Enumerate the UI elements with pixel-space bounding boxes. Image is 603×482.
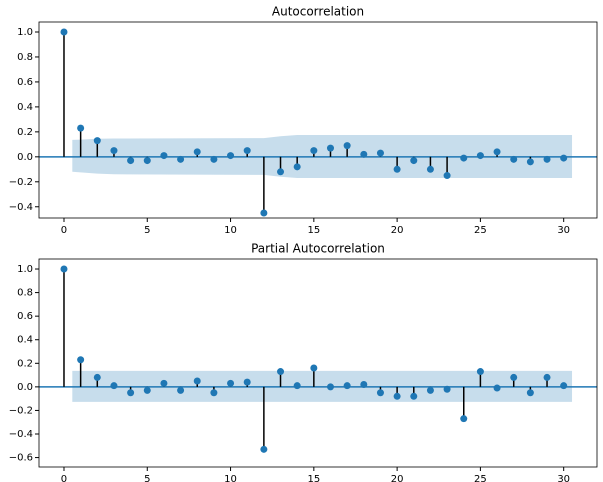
marker xyxy=(393,392,401,400)
y-tick-label: 1.0 xyxy=(17,264,33,275)
y-tick-label: 0.4 xyxy=(17,102,33,113)
y-tick-label: 0.0 xyxy=(17,382,33,393)
marker xyxy=(426,165,434,173)
marker xyxy=(210,155,218,163)
marker xyxy=(293,163,301,171)
marker xyxy=(460,154,468,162)
y-tick-label: 0.8 xyxy=(17,52,33,63)
marker xyxy=(360,150,368,158)
marker xyxy=(293,382,301,390)
marker xyxy=(227,379,235,387)
marker xyxy=(177,386,185,394)
marker xyxy=(60,28,68,36)
marker xyxy=(443,385,451,393)
x-tick-label: 15 xyxy=(307,474,320,482)
marker xyxy=(326,383,334,391)
marker xyxy=(160,379,168,387)
marker xyxy=(460,415,468,423)
marker xyxy=(326,144,334,152)
y-tick-label: 0.8 xyxy=(17,288,33,299)
marker xyxy=(260,445,268,453)
y-tick-label: 0.2 xyxy=(17,127,33,138)
chart-title: Partial Autocorrelation xyxy=(251,242,385,256)
marker xyxy=(426,386,434,394)
marker xyxy=(343,382,351,390)
marker xyxy=(143,386,151,394)
x-tick-label: 15 xyxy=(307,225,320,236)
y-tick-label: 0.6 xyxy=(17,77,33,88)
x-tick-label: 20 xyxy=(391,225,404,236)
marker xyxy=(193,148,201,156)
marker xyxy=(127,157,135,165)
marker xyxy=(393,165,401,173)
marker xyxy=(243,147,251,155)
y-tick-label: 0.2 xyxy=(17,358,33,369)
marker xyxy=(376,149,384,157)
marker xyxy=(410,157,418,165)
marker xyxy=(310,147,318,155)
marker xyxy=(193,377,201,385)
x-tick-label: 5 xyxy=(144,225,150,236)
marker xyxy=(376,389,384,397)
marker xyxy=(343,142,351,150)
marker xyxy=(493,384,501,392)
marker xyxy=(310,364,318,372)
marker xyxy=(243,378,251,386)
x-tick-label: 30 xyxy=(557,474,570,482)
marker xyxy=(410,392,418,400)
marker xyxy=(260,209,268,217)
marker xyxy=(476,368,484,376)
marker xyxy=(493,148,501,156)
marker xyxy=(277,168,285,176)
marker xyxy=(110,382,118,390)
y-tick-label: −0.2 xyxy=(9,405,33,416)
marker xyxy=(210,389,218,397)
chart-title: Autocorrelation xyxy=(272,5,364,19)
y-tick-label: 0.0 xyxy=(17,152,33,163)
y-tick-label: −0.6 xyxy=(9,453,33,464)
marker xyxy=(60,265,68,273)
marker xyxy=(510,155,518,163)
x-tick-label: 10 xyxy=(224,474,237,482)
x-tick-label: 0 xyxy=(61,225,67,236)
marker xyxy=(177,155,185,163)
marker xyxy=(560,382,568,390)
marker xyxy=(543,373,551,381)
marker xyxy=(360,381,368,389)
x-tick-label: 25 xyxy=(474,474,487,482)
y-tick-label: −0.4 xyxy=(9,429,33,440)
marker xyxy=(526,158,534,166)
marker xyxy=(543,155,551,163)
axes-frame xyxy=(38,258,598,468)
y-tick-label: 0.4 xyxy=(17,335,33,346)
x-tick-label: 0 xyxy=(61,474,67,482)
x-tick-label: 5 xyxy=(144,474,150,482)
marker xyxy=(77,124,85,132)
marker xyxy=(93,137,101,145)
axes-frame xyxy=(38,21,598,219)
marker xyxy=(227,152,235,160)
marker xyxy=(143,157,151,165)
marker xyxy=(93,373,101,381)
marker xyxy=(77,356,85,364)
x-tick-label: 10 xyxy=(224,225,237,236)
y-tick-label: −0.2 xyxy=(9,177,33,188)
y-tick-label: −0.4 xyxy=(9,202,33,213)
marker xyxy=(476,152,484,160)
marker xyxy=(443,172,451,180)
y-tick-label: 1.0 xyxy=(17,27,33,38)
marker xyxy=(560,154,568,162)
x-tick-label: 25 xyxy=(474,225,487,236)
marker xyxy=(277,368,285,376)
marker xyxy=(510,373,518,381)
marker xyxy=(127,389,135,397)
marker xyxy=(160,152,168,160)
x-tick-label: 20 xyxy=(391,474,404,482)
marker xyxy=(110,147,118,155)
x-tick-label: 30 xyxy=(557,225,570,236)
marker xyxy=(526,389,534,397)
y-tick-label: 0.6 xyxy=(17,311,33,322)
